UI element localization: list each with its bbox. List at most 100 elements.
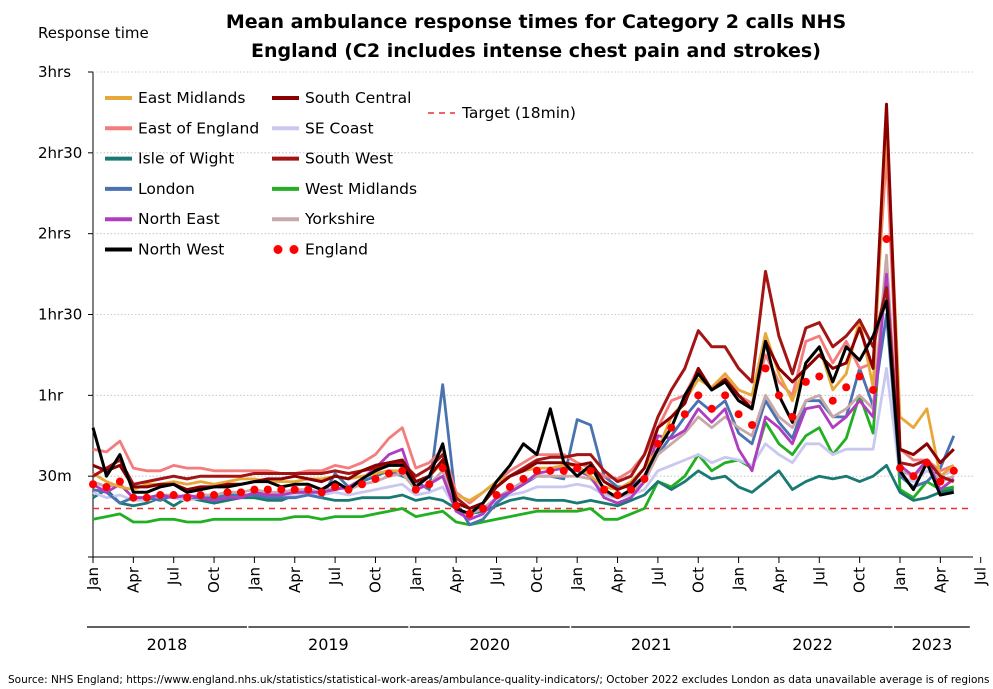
england-point <box>653 439 662 448</box>
legend-item-south-west: South West <box>272 150 393 168</box>
england-point <box>909 472 918 481</box>
legend: East Midlands South Central East of Englan… <box>105 89 576 259</box>
england-point <box>210 491 219 500</box>
series-line-isle-of-wight <box>92 463 955 516</box>
x-tick-label: Jul <box>488 567 506 586</box>
england-point <box>801 377 810 386</box>
legend-item-yorkshire: Yorkshire <box>272 210 375 228</box>
x-tick-label: Apr <box>931 566 949 593</box>
england-point <box>519 474 528 483</box>
y-tick-label: 3hrs <box>38 63 71 81</box>
england-point <box>788 412 797 421</box>
x-tick-label: Oct <box>366 567 384 593</box>
legend-label: West Midlands <box>305 180 417 198</box>
england-point <box>142 493 151 502</box>
england-point <box>156 491 165 500</box>
y-tick-label: 1hr30 <box>38 306 82 324</box>
series-line-north-east <box>92 272 955 521</box>
x-tick-label: Jan <box>407 567 425 591</box>
england-point <box>949 466 958 475</box>
england-point <box>828 396 837 405</box>
england-point <box>129 493 138 502</box>
england-point <box>196 491 205 500</box>
x-tick-label: Jan <box>891 567 909 591</box>
x-tick-label: Apr <box>124 566 142 593</box>
legend-item-isle-of-wight: Isle of Wight <box>105 150 234 168</box>
legend-label: London <box>138 180 195 198</box>
x-tick-label: Apr <box>447 566 465 593</box>
england-point <box>102 482 111 491</box>
england-point <box>304 485 313 494</box>
legend-item-target: Target (18min) <box>428 104 576 122</box>
legend-item-england: England <box>273 241 368 259</box>
england-point <box>613 491 622 500</box>
england-point <box>492 491 501 500</box>
england-point <box>922 458 931 467</box>
england-point <box>667 423 676 432</box>
series-group <box>89 102 958 527</box>
england-point <box>236 488 245 497</box>
england-point <box>479 504 488 513</box>
x-axis-ticks: Jan Apr Jul Oct Jan Apr Jul Oct Jan Apr Jul Oct Jan A… <box>84 557 990 593</box>
england-point <box>183 493 192 502</box>
england-point <box>815 372 824 381</box>
source-note: Source: NHS England; https://www.england… <box>8 674 993 686</box>
england-point <box>680 410 689 419</box>
legend-label: East Midlands <box>138 89 245 107</box>
y-axis-ticks: 3hrs 2hr30 2hrs 1hr30 1hr 30m <box>38 63 93 558</box>
england-point <box>734 410 743 419</box>
england-point <box>223 488 232 497</box>
england-point <box>761 364 770 373</box>
legend-swatch <box>273 245 283 254</box>
x-tick-label: Oct <box>528 567 546 593</box>
x-tick-label: Apr <box>286 566 304 593</box>
year-label: 2023 <box>912 635 953 654</box>
england-point <box>707 404 716 413</box>
year-label: 2021 <box>631 635 672 654</box>
england-point <box>344 485 353 494</box>
england-point <box>532 466 541 475</box>
england-point <box>505 482 514 491</box>
england-point <box>694 391 703 400</box>
series-line-south-west <box>92 269 955 510</box>
england-point <box>89 480 97 489</box>
england-point <box>384 469 393 478</box>
england-point <box>358 480 366 489</box>
legend-item-north-east: North East <box>105 210 220 228</box>
england-point <box>425 480 434 489</box>
year-label: 2022 <box>792 635 833 654</box>
legend-label: South West <box>305 150 393 168</box>
x-tick-label: Jan <box>84 567 102 591</box>
y-tick-label: 30m <box>38 467 72 485</box>
year-labels: 2018 2019 2020 2021 2022 2023 <box>87 626 970 654</box>
legend-item-london: London <box>105 180 195 198</box>
x-tick-label: Oct <box>689 567 707 593</box>
series-line-north-west <box>91 299 955 516</box>
england-point <box>640 474 649 483</box>
y-tick-label: 2hrs <box>38 225 71 243</box>
y-tick-label: 1hr <box>38 386 64 404</box>
england-point <box>774 391 783 400</box>
legend-label: Target (18min) <box>461 104 576 122</box>
england-point <box>627 485 635 494</box>
england-point <box>546 466 555 475</box>
england-point <box>573 464 582 473</box>
legend-item-east-midlands: East Midlands <box>105 89 245 107</box>
england-point <box>855 372 864 381</box>
england-point <box>452 501 461 510</box>
y-tick-label: 2hr30 <box>38 144 82 162</box>
england-point <box>115 477 124 486</box>
england-point <box>869 385 878 394</box>
legend-item-east-of-england: East of England <box>105 119 259 137</box>
legend-item-south-central: South Central <box>272 89 411 107</box>
england-point <box>559 466 568 475</box>
x-tick-label: Oct <box>851 567 869 593</box>
england-point <box>842 383 851 392</box>
england-point <box>896 464 904 473</box>
england-point <box>936 477 945 486</box>
england-point <box>721 391 730 400</box>
legend-label: SE Coast <box>305 119 374 137</box>
series-line-east-of-england <box>92 151 955 505</box>
england-point <box>438 464 447 473</box>
